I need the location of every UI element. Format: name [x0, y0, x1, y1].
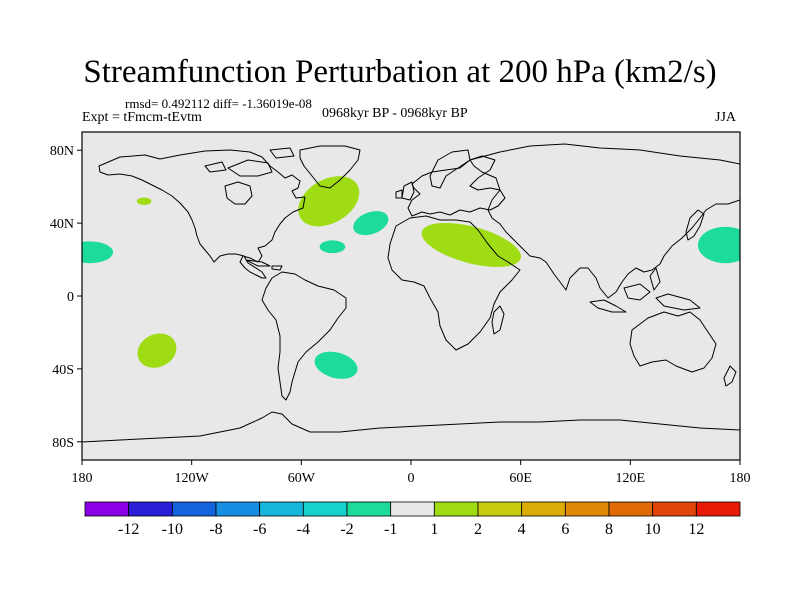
anomaly-south-atlantic-negative [314, 351, 358, 379]
anomaly-north-atlantic-positive [298, 176, 360, 227]
colorbar-swatch [215, 501, 261, 517]
colorbar-label: 10 [645, 521, 661, 538]
colorbar-swatch [477, 501, 523, 517]
australia-coastline [629, 311, 717, 373]
colorbar-label: -6 [253, 521, 266, 538]
colorbar-swatch [346, 501, 392, 517]
colorbar-swatch [695, 501, 741, 517]
colorbar-label: -12 [118, 521, 139, 538]
colorbar-swatch [259, 501, 304, 517]
anomaly-west-pacific-negative [697, 226, 740, 264]
greenland-coastline [299, 145, 361, 189]
japan-coastline [685, 209, 705, 241]
colorbar-label: 2 [474, 521, 482, 538]
lat-tick-label: 40N [50, 217, 74, 232]
anomaly-east-pacific-negative [82, 241, 114, 264]
scandinavia-coastline [429, 149, 471, 189]
colorbar-label: -8 [209, 521, 222, 538]
lon-tick-label: 180 [730, 471, 751, 486]
lat-tick-label: 0 [67, 290, 74, 305]
anomaly-subtropical-atlantic-negative [319, 240, 346, 254]
new-zealand-coastline [723, 365, 737, 387]
south-america-coastline [261, 271, 347, 401]
lat-tick-label: 80N [50, 144, 74, 159]
colorbar-swatch [564, 501, 610, 517]
colorbar-label: 1 [430, 521, 438, 538]
colorbar-swatch [128, 501, 173, 517]
colorbar-swatch [171, 501, 217, 517]
colorbar-label: 8 [605, 521, 613, 538]
maritime-continent-coastline [589, 267, 701, 313]
colorbar-swatch [302, 501, 348, 517]
lon-tick-label: 60E [509, 471, 532, 486]
british-isles-coastline [395, 181, 415, 201]
lat-tick-label: 80S [52, 436, 74, 451]
colorbar-swatch [652, 501, 697, 517]
anomaly-hawaii-positive [136, 197, 152, 205]
lat-tick-label: 40S [52, 363, 74, 378]
colorbar-label: -2 [340, 521, 353, 538]
arctic-islands-coastline [204, 147, 295, 177]
lon-tick-label: 60W [288, 471, 316, 486]
anomaly-south-pacific-positive [137, 333, 177, 368]
caribbean-coastline [245, 259, 283, 271]
experiment-label: Expt = tFmcm-tEvtm [82, 110, 202, 125]
antarctica-coastline [82, 411, 740, 443]
colorbar-label: -4 [297, 521, 310, 538]
colorbar-swatch [433, 501, 479, 517]
colorbar-label: 6 [561, 521, 569, 538]
colorbar-label: -1 [384, 521, 397, 538]
lon-tick-label: 180 [72, 471, 93, 486]
colorbar-swatch [390, 501, 435, 517]
colorbar-swatch [608, 501, 654, 517]
colorbar-label: 4 [518, 521, 526, 538]
rmsd-diff-stats: rmsd= 0.492112 diff= -1.36019e-08 [125, 96, 312, 111]
anomaly-middle-east-positive [421, 222, 521, 268]
madagascar-coastline [491, 305, 505, 335]
colorbar-swatch [84, 501, 130, 517]
lon-tick-label: 0 [408, 471, 415, 486]
colorbar-swatch [521, 501, 566, 517]
north-america-coastline [98, 149, 306, 279]
map-background [82, 132, 740, 460]
asia-coastline [469, 143, 740, 299]
figure-title: Streamfunction Perturbation at 200 hPa (… [83, 54, 717, 90]
lon-tick-label: 120W [175, 471, 210, 486]
period-label: 0968kyr BP - 0968kyr BP [322, 106, 468, 121]
colorbar-label: -10 [162, 521, 183, 538]
season-label: JJA [715, 110, 737, 125]
hudson-bay-coastline [224, 181, 253, 205]
africa-coastline [387, 215, 521, 351]
anomaly-mid-atlantic-negative [353, 211, 389, 236]
colorbar-label: 12 [688, 521, 704, 538]
lon-tick-label: 120E [616, 471, 646, 486]
